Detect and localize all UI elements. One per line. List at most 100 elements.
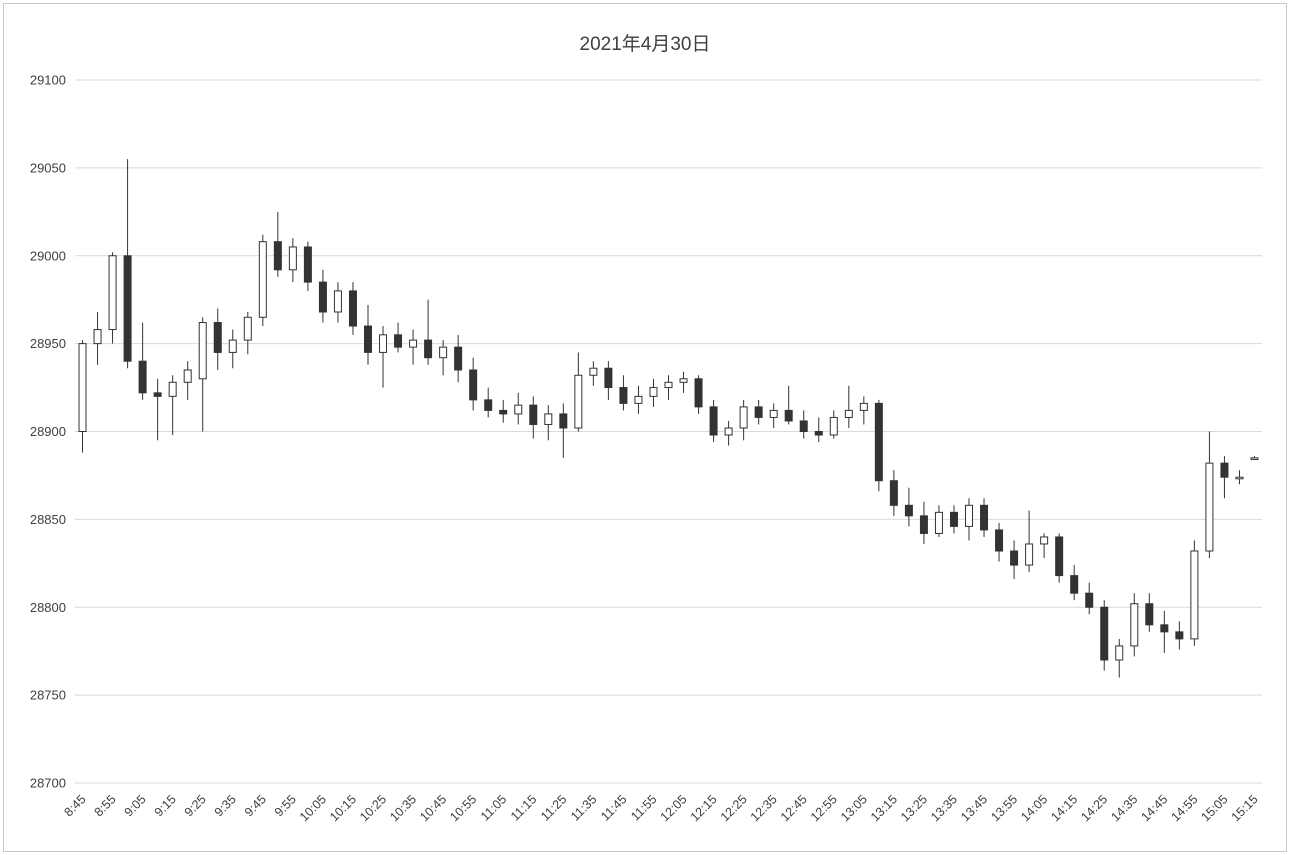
candle-body <box>454 346 463 371</box>
candle-body <box>243 316 252 341</box>
x-tick-label: 10:55 <box>447 792 479 824</box>
candle-body <box>1145 603 1154 626</box>
candle-body <box>769 409 778 418</box>
candle-body <box>153 392 162 397</box>
candle-body <box>1025 543 1034 566</box>
candle-body <box>78 343 87 432</box>
candle-body <box>619 387 628 404</box>
chart-title: 2021年4月30日 <box>580 33 711 55</box>
candle-body <box>859 402 868 411</box>
candle-body <box>363 325 372 353</box>
y-tick-label: 29050 <box>30 160 66 175</box>
x-tick-label: 15:05 <box>1199 792 1231 824</box>
candle-body <box>288 246 297 271</box>
candle-body <box>93 329 102 345</box>
x-tick-label: 12:15 <box>688 792 720 824</box>
x-tick-label: 11:25 <box>538 792 569 823</box>
candle-body <box>1010 550 1019 566</box>
candle-body <box>1190 550 1199 640</box>
y-tick-label: 28750 <box>30 688 66 703</box>
candle-body <box>874 402 883 482</box>
candle-body <box>273 241 282 271</box>
candle-body <box>333 290 342 313</box>
x-tick-label: 12:05 <box>658 792 690 824</box>
candle-body <box>514 404 523 415</box>
x-tick-label: 12:35 <box>748 792 780 824</box>
candle-body <box>980 504 989 531</box>
candle-body <box>649 387 658 397</box>
candle-body <box>634 395 643 404</box>
candle-body <box>439 346 448 359</box>
candle-body <box>1205 462 1214 552</box>
x-tick-label: 12:25 <box>718 792 750 824</box>
candle-body <box>1130 603 1139 647</box>
candle-body <box>424 339 433 359</box>
candle-body <box>995 529 1004 552</box>
x-tick-label: 14:45 <box>1138 792 1170 824</box>
x-tick-label: 14:05 <box>1018 792 1050 824</box>
candle-body <box>604 367 613 389</box>
candle-body <box>739 406 748 429</box>
candle-body <box>348 290 357 327</box>
candle-body <box>799 420 808 432</box>
candle-body <box>844 409 853 418</box>
candle-body <box>198 322 207 380</box>
candle-body <box>724 427 733 436</box>
candle-body <box>484 399 493 411</box>
x-tick-label: 11:55 <box>628 792 659 823</box>
candle-body <box>1175 631 1184 640</box>
x-tick-label: 8:55 <box>92 792 119 819</box>
x-tick-label: 8:45 <box>62 792 89 819</box>
candle-body <box>754 406 763 418</box>
x-tick-label: 9:55 <box>272 792 299 819</box>
candle-body <box>1040 536 1049 545</box>
candle-body <box>1160 624 1169 633</box>
candle-body <box>814 431 823 436</box>
x-tick-label: 11:05 <box>478 792 509 823</box>
candle-body <box>1055 536 1064 577</box>
y-tick-label: 28800 <box>30 600 66 615</box>
candle-body <box>965 504 974 527</box>
candle-body <box>589 367 598 376</box>
x-tick-label: 13:25 <box>898 792 930 824</box>
x-tick-label: 14:55 <box>1168 792 1200 824</box>
x-tick-label: 14:35 <box>1108 792 1140 824</box>
candle-body <box>949 511 958 527</box>
candle-body <box>213 322 222 353</box>
candle-body <box>379 334 388 353</box>
x-tick-label: 13:05 <box>838 792 870 824</box>
x-tick-label: 14:15 <box>1048 792 1080 824</box>
candle-body <box>138 360 147 394</box>
candle-body <box>228 339 237 353</box>
x-tick-label: 10:25 <box>357 792 389 824</box>
candle-body <box>664 381 673 389</box>
y-tick-label: 28850 <box>30 512 66 527</box>
x-tick-label: 12:55 <box>808 792 840 824</box>
candle-body <box>394 334 403 348</box>
candle-body <box>123 255 132 362</box>
candle-body <box>784 409 793 422</box>
y-tick-label: 28700 <box>30 776 66 791</box>
x-tick-label: 11:35 <box>568 792 599 823</box>
x-tick-label: 13:15 <box>868 792 900 824</box>
candle-body <box>1115 645 1124 661</box>
candle-body <box>409 339 418 348</box>
x-tick-label: 10:35 <box>387 792 419 824</box>
candle-body <box>889 480 898 506</box>
candle-body <box>544 413 553 425</box>
x-tick-label: 9:25 <box>182 792 209 819</box>
candle-body <box>303 246 312 283</box>
candle-body <box>499 409 508 415</box>
chart-frame-border <box>3 3 1287 852</box>
x-tick-label: 13:55 <box>988 792 1020 824</box>
candle-body <box>919 515 928 534</box>
x-tick-label: 13:45 <box>958 792 990 824</box>
x-tick-label: 12:45 <box>778 792 810 824</box>
candle-body <box>1250 457 1259 460</box>
candle-body <box>934 511 943 534</box>
candle-body <box>258 241 267 318</box>
x-tick-label: 9:05 <box>122 792 149 819</box>
candle-body <box>904 504 913 517</box>
